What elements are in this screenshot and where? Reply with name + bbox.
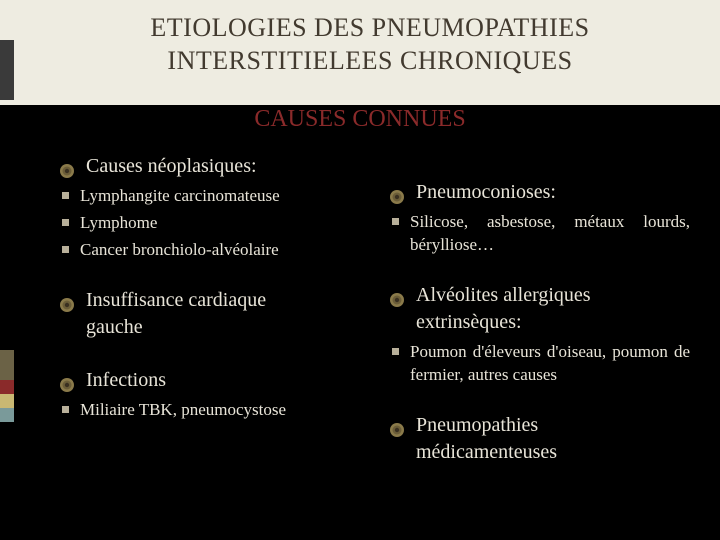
square-bullet-icon: [62, 219, 69, 226]
square-bullet-icon: [62, 246, 69, 253]
list-item-text: Miliaire TBK, pneumocystose: [80, 400, 286, 419]
list-item-text: Lymphangite carcinomateuse: [80, 186, 280, 205]
list-item-text: Silicose, asbestose, métaux lourds, béry…: [410, 212, 690, 254]
accent-segment: [0, 380, 14, 394]
heading-alveolites-l2: extrinsèques:: [390, 310, 690, 335]
heading-text: médicamenteuses: [416, 441, 557, 463]
list-item: Miliaire TBK, pneumocystose: [60, 399, 360, 422]
heading-text: extrinsèques:: [416, 311, 522, 333]
accent-segment: [0, 40, 14, 100]
heading-text: Causes néoplasiques:: [86, 155, 257, 177]
bullet-icon: [60, 374, 74, 388]
list-item-text: Poumon d'éleveurs d'oiseau, poumon de fe…: [410, 342, 690, 384]
content-area: Causes néoplasiques: Lymphangite carcino…: [60, 150, 690, 520]
heading-insuffisance-l2: gauche: [60, 315, 360, 340]
heading-text: Infections: [86, 369, 166, 391]
heading-infections: Infections: [60, 368, 360, 393]
accent-segment: [0, 350, 14, 380]
square-bullet-icon: [62, 406, 69, 413]
heading-text: Insuffisance cardiaque: [86, 289, 266, 311]
list-item: Lymphangite carcinomateuse: [60, 185, 360, 208]
heading-pneumoconioses: Pneumoconioses:: [390, 180, 690, 205]
right-column: Pneumoconioses: Silicose, asbestose, mét…: [390, 150, 690, 520]
heading-insuffisance: Insuffisance cardiaque: [60, 288, 360, 313]
bullet-icon: [60, 294, 74, 308]
bullet-icon: [390, 186, 404, 200]
bullet-icon: [390, 419, 404, 433]
heading-neoplasiques: Causes néoplasiques:: [60, 154, 360, 179]
accent-segment: [0, 394, 14, 408]
list-item-text: Cancer bronchiolo-alvéolaire: [80, 240, 279, 259]
heading-text: gauche: [86, 316, 143, 338]
heading-medicamenteuses-l2: médicamenteuses: [390, 440, 690, 465]
title-line-1: ETIOLOGIES DES PNEUMOPATHIES: [60, 12, 680, 45]
title-line-2: INTERSTITIELEES CHRONIQUES: [60, 45, 680, 78]
heading-text: Alvéolites allergiques: [416, 284, 591, 306]
slide-subtitle: CAUSES CONNUES: [0, 106, 720, 133]
list-item: Cancer bronchiolo-alvéolaire: [60, 239, 360, 262]
square-bullet-icon: [62, 192, 69, 199]
list-item: Silicose, asbestose, métaux lourds, béry…: [390, 211, 690, 257]
heading-text: Pneumoconioses:: [416, 181, 556, 203]
list-item-text: Lymphome: [80, 213, 157, 232]
left-accent-bar: [0, 0, 14, 540]
list-item: Lymphome: [60, 212, 360, 235]
heading-text: Pneumopathies: [416, 414, 538, 436]
slide-title: ETIOLOGIES DES PNEUMOPATHIES INTERSTITIE…: [60, 12, 680, 77]
list-item: Poumon d'éleveurs d'oiseau, poumon de fe…: [390, 341, 690, 387]
square-bullet-icon: [392, 218, 399, 225]
square-bullet-icon: [392, 348, 399, 355]
accent-segment: [0, 408, 14, 422]
bullet-icon: [390, 289, 404, 303]
heading-alveolites: Alvéolites allergiques: [390, 283, 690, 308]
left-column: Causes néoplasiques: Lymphangite carcino…: [60, 150, 360, 520]
heading-medicamenteuses: Pneumopathies: [390, 413, 690, 438]
bullet-icon: [60, 160, 74, 174]
